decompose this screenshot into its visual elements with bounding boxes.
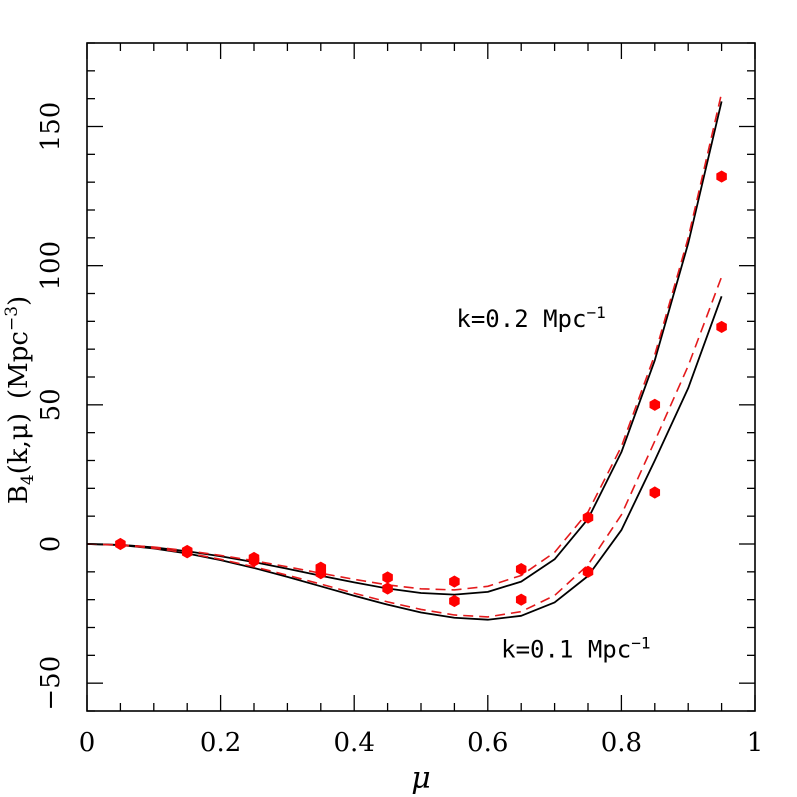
- data-point: [649, 486, 661, 499]
- annotation-k01: k=0.1 Mpc−1: [501, 634, 650, 664]
- data-point: [716, 170, 727, 183]
- y-tick-labels: −50 0 50 100 150: [36, 102, 66, 711]
- data-point: [515, 562, 527, 576]
- data-point: [716, 320, 727, 333]
- data-point: [382, 582, 393, 595]
- data-point: [248, 554, 260, 567]
- y-tick-label: 50: [36, 388, 66, 421]
- y-axis-label-units-exp: −3: [2, 306, 22, 331]
- data-point: [582, 511, 594, 524]
- data-point: [649, 398, 661, 411]
- data-point: [115, 537, 126, 551]
- data-point: [382, 571, 393, 584]
- data-point: [449, 575, 460, 588]
- y-tick-label: 150: [36, 102, 66, 152]
- plot-frame: [86, 42, 756, 712]
- data-point: [315, 567, 327, 580]
- data-point: [515, 593, 527, 606]
- x-tick-label: 0.4: [334, 728, 375, 758]
- dashed-curve-1: [86, 92, 723, 591]
- y-tick-label: −50: [36, 656, 66, 711]
- data-point: [449, 594, 460, 608]
- x-tick-label: 0.2: [200, 728, 241, 758]
- data-point: [582, 565, 594, 578]
- y-tick-label: 0: [36, 536, 66, 553]
- annotation-k01-exp: −1: [631, 634, 650, 653]
- solid-curve-0: [86, 101, 723, 596]
- x-tick-label: 1: [747, 728, 764, 758]
- y-axis-label-units-prefix: (Mpc: [4, 331, 34, 399]
- data-point: [181, 546, 193, 559]
- x-tick-label: 0.6: [467, 728, 508, 758]
- x-tick-label: 0: [79, 728, 96, 758]
- y-axis-label-args: (k,μ): [4, 413, 34, 474]
- y-axis-label-subscript: 4: [18, 474, 38, 485]
- annotation-k02-text: k=0.2 Mpc: [456, 305, 586, 333]
- y-axis-label-units-suffix: ): [4, 296, 34, 306]
- y-axis-label-prefix: B: [4, 485, 34, 504]
- solid-curve-2: [86, 295, 723, 621]
- y-tick-label: 100: [36, 241, 66, 291]
- x-axis-label: μ: [411, 761, 431, 796]
- plot-area: [86, 92, 727, 621]
- y-axis-label: B4(k,μ) (Mpc−3): [2, 296, 38, 504]
- x-tick-label: 0.8: [601, 728, 642, 758]
- annotation-k02-exp: −1: [586, 303, 605, 322]
- axis-ticks: [86, 42, 756, 712]
- annotation-k02: k=0.2 Mpc−1: [456, 303, 605, 333]
- x-tick-labels: 0 0.2 0.4 0.6 0.8 1: [79, 728, 764, 758]
- dashed-curve-3: [86, 276, 723, 618]
- annotation-k01-text: k=0.1 Mpc: [501, 636, 631, 664]
